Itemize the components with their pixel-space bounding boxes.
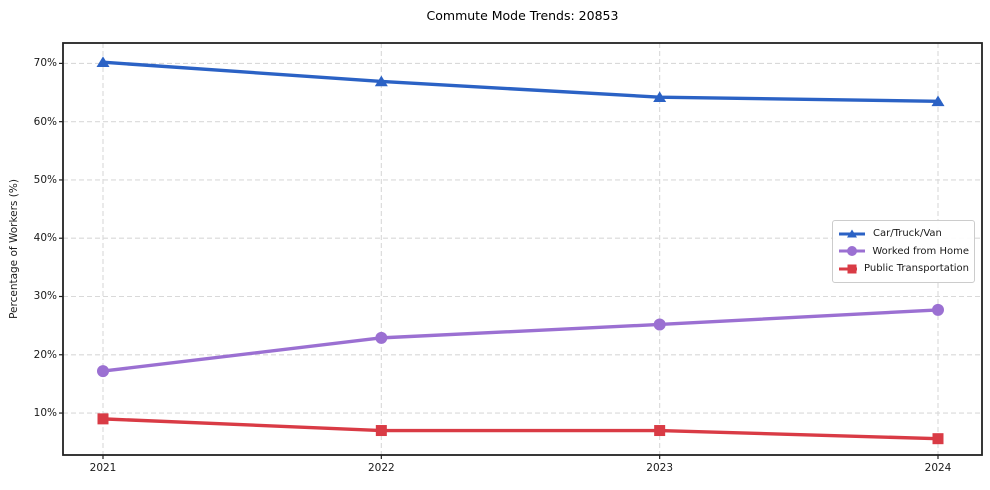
y-tick-label: 40% <box>33 232 57 245</box>
x-tick-label: 2023 <box>646 462 674 474</box>
chart-title: Commute Mode Trends: 20853 <box>426 8 619 23</box>
marker-worked-from-home <box>375 331 388 344</box>
marker-public-transportation <box>97 413 109 425</box>
y-tick-label: 50% <box>33 173 57 186</box>
y-tick-label: 60% <box>33 115 57 128</box>
series-line-worked-from-home <box>101 308 940 373</box>
marker-car-truck-van <box>374 75 388 87</box>
legend-sample-circle-icon <box>839 246 865 257</box>
y-tick-label: 10% <box>33 407 57 420</box>
legend-label: Worked from Home <box>872 245 969 257</box>
series-line-car-truck-van <box>101 60 940 103</box>
plot-border <box>62 42 983 456</box>
marker-public-transportation <box>932 433 944 445</box>
series-line-public-transportation <box>101 417 940 441</box>
legend-item-car-truck-van: Car/Truck/Van <box>838 225 969 243</box>
marker-car-truck-van <box>931 95 945 107</box>
x-tick-label: 2024 <box>924 462 952 474</box>
legend-sample-triangle-icon <box>839 229 865 238</box>
marker-worked-from-home <box>932 303 944 316</box>
marker-public-transportation <box>654 425 666 437</box>
legend-sample-square-icon <box>839 264 858 274</box>
legend-label: Public Transportation <box>864 263 969 275</box>
y-tick-label: 30% <box>33 290 57 303</box>
marker-worked-from-home <box>653 318 666 331</box>
marker-public-transportation <box>375 425 387 437</box>
x-tick-label: 2021 <box>89 462 117 474</box>
legend-item-public-transportation: Public Transportation <box>838 260 969 278</box>
legend: Car/Truck/Van Worked from Home Public Tran… <box>832 220 975 283</box>
y-tick-label: 70% <box>33 57 57 70</box>
legend-item-worked-from-home: Worked from Home <box>838 243 969 261</box>
legend-label: Car/Truck/Van <box>873 228 942 240</box>
y-tick-label: 20% <box>33 348 57 361</box>
marker-car-truck-van <box>96 56 110 68</box>
marker-car-truck-van <box>653 91 667 102</box>
marker-worked-from-home <box>97 365 109 378</box>
x-tick-label: 2022 <box>367 462 395 474</box>
